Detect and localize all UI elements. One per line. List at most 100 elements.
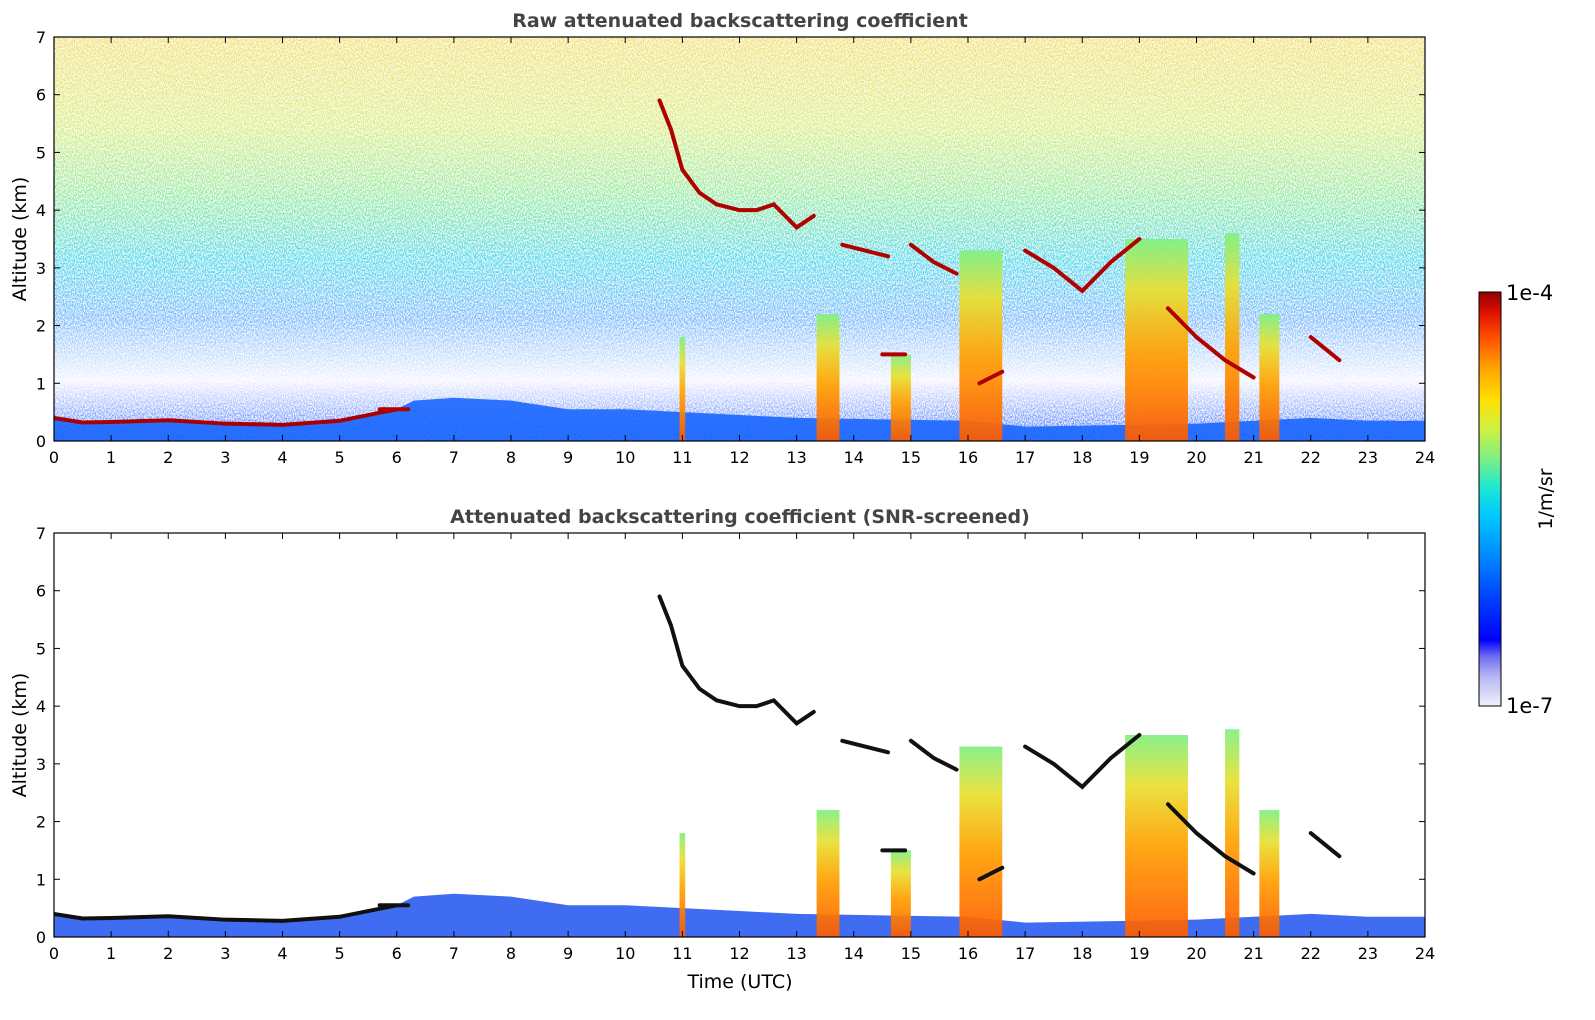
x-tick-label: 23: [1358, 448, 1378, 467]
y-tick-label: 0: [36, 432, 46, 451]
x-tick-label: 16: [958, 944, 978, 963]
x-tick-label: 4: [277, 944, 287, 963]
cloud-layer: [908, 242, 959, 276]
x-tick-label: 6: [392, 944, 402, 963]
x-tick-label: 3: [220, 944, 230, 963]
x-tick-label: 10: [615, 944, 635, 963]
precipitation-shaft: [679, 337, 686, 441]
y-tick-label: 2: [36, 813, 46, 832]
cloud-layer: [977, 865, 1005, 882]
panel-raw-ylabel: Altitude (km): [9, 177, 31, 302]
x-tick-label: 5: [335, 448, 345, 467]
precipitation-shaft: [959, 746, 1003, 937]
y-tick-label: 5: [36, 639, 46, 658]
x-tick-label: 20: [1186, 944, 1206, 963]
x-tick-label: 14: [844, 944, 864, 963]
heatmap-screened: [54, 533, 1425, 937]
cloud-layer: [908, 738, 959, 772]
x-tick-label: 19: [1129, 448, 1149, 467]
cloud-layer: [771, 202, 816, 231]
x-tick-label: 9: [563, 944, 573, 963]
y-tick-label: 7: [36, 524, 46, 543]
x-tick-label: 24: [1415, 944, 1435, 963]
x-tick-label: 8: [506, 448, 516, 467]
precipitation-shaft: [890, 354, 911, 441]
cloud-layer: [977, 369, 1005, 386]
screened-background: [54, 533, 1425, 937]
x-tick-label: 24: [1415, 448, 1435, 467]
precipitation-shaft: [816, 314, 840, 441]
x-tick-label: 22: [1301, 448, 1321, 467]
x-tick-label: 11: [672, 944, 692, 963]
heatmap-raw: [54, 37, 1425, 441]
y-tick-label: 4: [36, 697, 46, 716]
precipitation-shaft: [1125, 239, 1188, 441]
x-tick-label: 19: [1129, 944, 1149, 963]
panel-screened-ylabel: Altitude (km): [9, 673, 31, 798]
cloud-layer: [771, 698, 816, 727]
precipitation-shaft: [1259, 314, 1280, 441]
x-tick-label: 20: [1186, 448, 1206, 467]
x-tick-label: 12: [729, 448, 749, 467]
x-tick-label: 11: [672, 448, 692, 467]
x-tick-label: 3: [220, 448, 230, 467]
boundary-layer-top: [54, 903, 398, 923]
x-tick-label: 0: [49, 944, 59, 963]
x-tick-label: 7: [449, 944, 459, 963]
boundary-layer: [54, 893, 1425, 937]
y-tick-label: 7: [36, 28, 46, 47]
x-tick-label: 22: [1301, 944, 1321, 963]
x-tick-label: 13: [786, 448, 806, 467]
y-tick-label: 6: [36, 86, 46, 105]
panel-raw: Raw attenuated backscattering coefficien…: [9, 10, 1435, 467]
y-tick-label: 1: [36, 374, 46, 393]
precipitation-shaft: [679, 833, 686, 937]
cloud-layer: [840, 242, 891, 259]
x-tick-label: 1: [106, 448, 116, 467]
x-tick-label: 16: [958, 448, 978, 467]
x-tick-label: 2: [163, 448, 173, 467]
x-tick-label: 21: [1243, 944, 1263, 963]
panel-raw-axes: 0 1 2 3 4 5 6 7 8 9 10 11 12 13 14 15 16 17 18 19 20 21 22 23 24…: [36, 28, 1435, 467]
panel-screened-title: Attenuated backscattering coefficient (S…: [450, 506, 1030, 528]
colorbar-min-label: 1e-7: [1506, 694, 1553, 718]
cloud-layer: [840, 738, 891, 755]
cloud-layer: [657, 594, 776, 709]
x-tick-label: 17: [1015, 944, 1035, 963]
x-tick-label: 23: [1358, 944, 1378, 963]
cloud-layer: [1308, 831, 1342, 859]
panel-raw-title: Raw attenuated backscattering coefficien…: [512, 10, 968, 32]
y-tick-label: 1: [36, 870, 46, 889]
x-tick-label: 12: [729, 944, 749, 963]
x-tick-label: 13: [786, 944, 806, 963]
x-tick-label: 18: [1072, 944, 1092, 963]
cloud-layer: [1308, 335, 1342, 363]
precipitation-shaft: [959, 250, 1003, 441]
x-tick-label: 5: [335, 944, 345, 963]
x-tick-label: 6: [392, 448, 402, 467]
precipitation-shaft: [1225, 233, 1240, 441]
panel-screened: Attenuated backscattering coefficient (S…: [9, 506, 1435, 993]
precipitation-shaft: [816, 810, 840, 937]
boundary-layer-top: [54, 407, 398, 427]
panel-screened-axes: 0 1 2 3 4 5 6 7 8 9 10 11 12 13 14 15 16 17 18 19 20 21 22 23 24…: [36, 524, 1435, 963]
x-tick-label: 2: [163, 944, 173, 963]
x-tick-label: 21: [1243, 448, 1263, 467]
colorbar-max-label: 1e-4: [1506, 281, 1553, 305]
noise-overlay: [54, 37, 1425, 441]
precipitation-shaft: [1125, 735, 1188, 937]
x-axis-label: Time (UTC): [686, 971, 792, 993]
y-tick-label: 0: [36, 928, 46, 947]
colorbar-label: 1/m/sr: [1535, 468, 1557, 529]
x-tick-label: 4: [277, 448, 287, 467]
x-tick-label: 15: [901, 448, 921, 467]
boundary-layer: [54, 397, 1425, 441]
precipitation-shaft: [1225, 729, 1240, 937]
y-tick-label: 3: [36, 755, 46, 774]
cloud-features: [54, 98, 1425, 441]
x-tick-label: 1: [106, 944, 116, 963]
cloud-features-screened: [54, 594, 1425, 937]
cloud-layer: [1165, 802, 1256, 876]
x-tick-label: 8: [506, 944, 516, 963]
